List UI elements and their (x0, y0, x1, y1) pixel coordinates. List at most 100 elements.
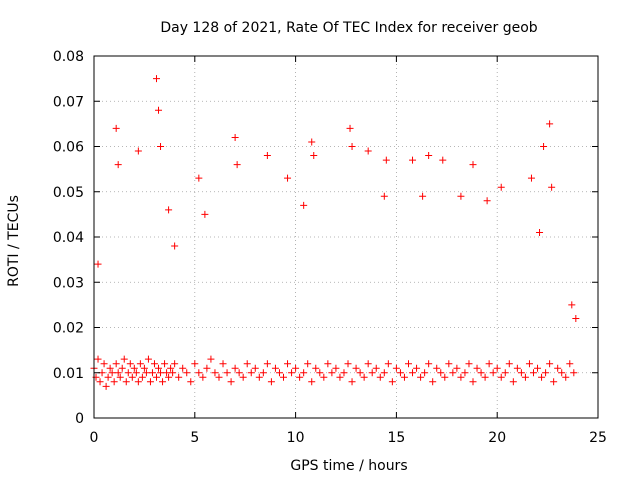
data-point (542, 369, 550, 377)
data-point (505, 360, 513, 368)
data-point (324, 360, 332, 368)
data-point (247, 369, 255, 377)
data-point (155, 364, 163, 372)
data-point (300, 369, 308, 377)
data-point (352, 364, 360, 372)
data-point (203, 364, 211, 372)
data-point (126, 360, 134, 368)
data-point (231, 364, 239, 372)
data-point (417, 373, 425, 381)
data-point (144, 355, 152, 363)
data-point (152, 373, 160, 381)
data-point (134, 378, 142, 386)
data-point (187, 378, 195, 386)
data-point (344, 360, 352, 368)
data-point (360, 373, 368, 381)
data-point (157, 369, 165, 377)
data-point (457, 192, 465, 200)
data-point (449, 369, 457, 377)
data-point (124, 369, 132, 377)
data-point (562, 373, 570, 381)
data-point (128, 373, 136, 381)
data-point (195, 369, 203, 377)
data-point (513, 364, 521, 372)
data-point (368, 369, 376, 377)
data-point (501, 369, 509, 377)
data-point (536, 228, 544, 236)
data-point (263, 152, 271, 160)
data-point (142, 369, 150, 377)
y-tick-label: 0.05 (53, 185, 84, 201)
data-point (308, 378, 316, 386)
data-point (308, 138, 316, 146)
data-point (392, 364, 400, 372)
data-point (102, 382, 110, 390)
data-point (114, 369, 122, 377)
data-point (183, 369, 191, 377)
data-point (255, 373, 263, 381)
data-point (122, 378, 130, 386)
data-point (175, 373, 183, 381)
data-point (497, 373, 505, 381)
data-point (320, 373, 328, 381)
data-point (550, 378, 558, 386)
data-point (376, 373, 384, 381)
data-point (223, 369, 231, 377)
data-point (540, 143, 548, 150)
data-point (292, 364, 300, 372)
data-point (94, 260, 102, 268)
data-point (525, 360, 533, 368)
data-point (251, 364, 259, 372)
data-point (116, 373, 124, 381)
x-tick-label: 5 (190, 430, 199, 446)
data-point (413, 364, 421, 372)
data-point (130, 364, 138, 372)
data-point (296, 373, 304, 381)
data-point (546, 120, 554, 128)
data-point (207, 355, 215, 363)
data-point (300, 201, 308, 209)
data-point (340, 369, 348, 377)
x-tick-label: 20 (488, 430, 506, 446)
data-point (441, 373, 449, 381)
data-point (348, 143, 356, 150)
y-tick-label: 0.04 (53, 230, 84, 246)
data-point (453, 364, 461, 372)
data-point (284, 360, 292, 368)
data-point (239, 373, 247, 381)
data-point (100, 360, 108, 368)
data-point (199, 373, 207, 381)
data-point (148, 369, 156, 377)
data-point (457, 373, 465, 381)
y-axis-label: ROTI / TECUs (6, 195, 22, 287)
x-axis-label: GPS time / hours (290, 458, 407, 474)
data-point (171, 242, 179, 250)
data-point (445, 360, 453, 368)
data-point (304, 360, 312, 368)
y-tick-label: 0.07 (53, 94, 84, 110)
y-tick-label: 0.06 (53, 140, 84, 156)
data-point (572, 314, 580, 322)
data-point (469, 378, 477, 386)
data-point (509, 378, 517, 386)
data-point (146, 378, 154, 386)
data-point (517, 369, 525, 377)
x-tick-label: 10 (287, 430, 305, 446)
data-point (396, 369, 404, 377)
data-point (348, 378, 356, 386)
data-point (439, 156, 447, 164)
data-point (106, 364, 114, 372)
data-point (211, 369, 219, 377)
data-point (437, 369, 445, 377)
data-point (219, 360, 227, 368)
data-point (171, 360, 179, 368)
data-point (473, 364, 481, 372)
data-point (263, 360, 271, 368)
data-point (108, 369, 116, 377)
data-point (461, 369, 469, 377)
data-point (233, 161, 241, 169)
data-point (104, 373, 112, 381)
data-point (179, 364, 187, 372)
y-tick-label: 0.08 (53, 49, 84, 65)
